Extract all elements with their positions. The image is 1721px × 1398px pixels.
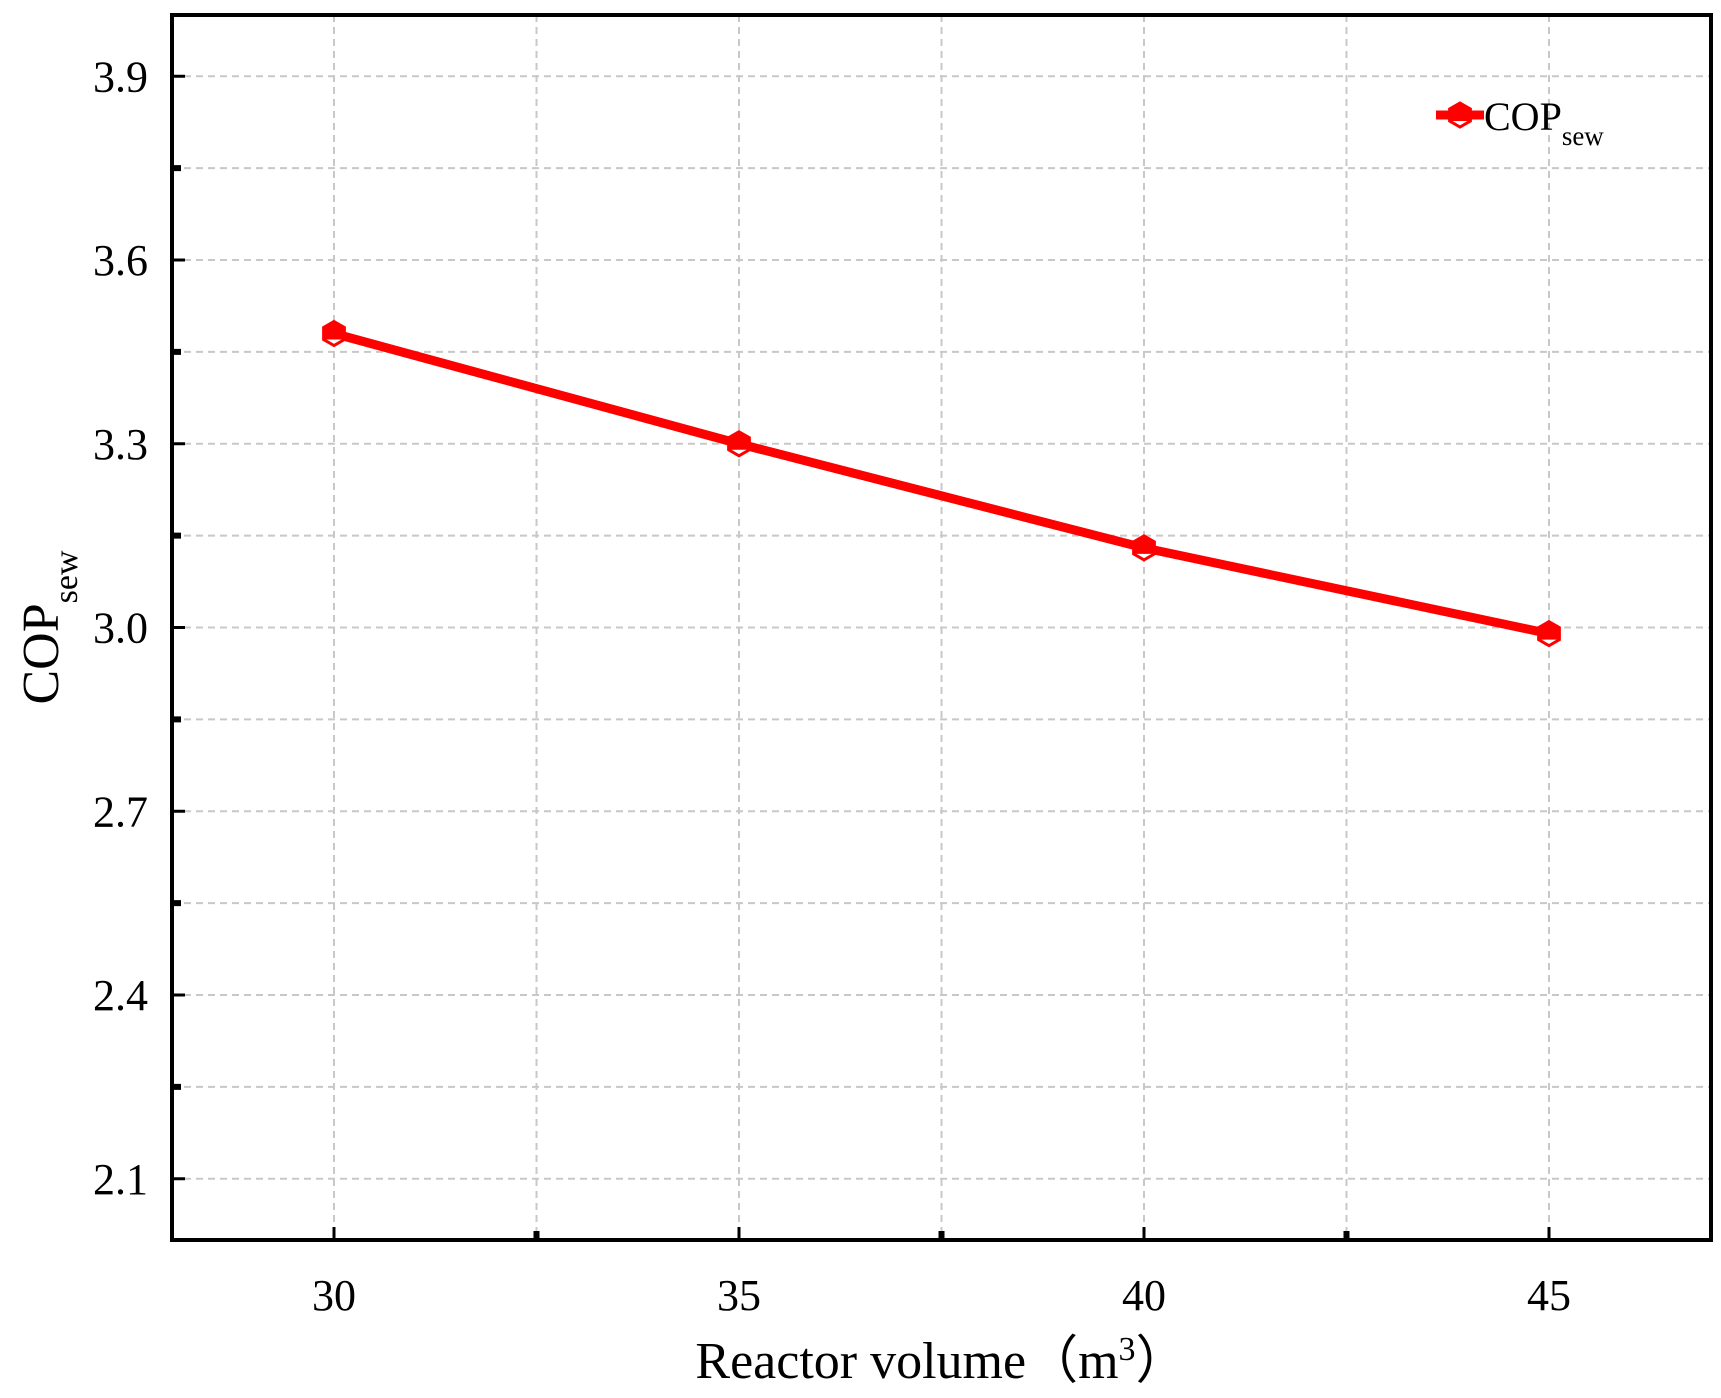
legend-label: COPsew bbox=[1484, 94, 1604, 151]
y-axis-title: COPsew bbox=[13, 550, 85, 704]
data-point-marker-fill bbox=[728, 431, 750, 450]
y-tick-label: 2.7 bbox=[93, 787, 148, 836]
x-tick-label: 30 bbox=[312, 1271, 356, 1320]
series-line bbox=[329, 329, 1554, 639]
y-tick-labels: 2.1 2.4 2.7 3.0 3.3 3.6 3.9 bbox=[93, 52, 148, 1204]
x-axis-title: Reactor volume（m3） bbox=[695, 1331, 1187, 1391]
x-axis-title-superscript: 3 bbox=[1119, 1331, 1136, 1368]
y-tick-label: 3.9 bbox=[93, 52, 148, 101]
legend-marker-outline bbox=[1448, 101, 1472, 129]
legend-label-main: COP bbox=[1484, 94, 1562, 139]
series-markers bbox=[322, 319, 1561, 648]
x-axis-title-main: Reactor volume（m bbox=[695, 1333, 1118, 1390]
x-tick-label: 35 bbox=[717, 1271, 761, 1320]
x-tick-labels: 30 35 40 45 bbox=[312, 1271, 1571, 1320]
legend: COPsew bbox=[1436, 94, 1604, 151]
y-tick-label: 2.1 bbox=[93, 1155, 148, 1204]
series-lines bbox=[329, 329, 1554, 639]
data-point-marker-fill bbox=[1538, 621, 1560, 640]
y-tick-label: 3.3 bbox=[93, 420, 148, 469]
data-point-marker-fill bbox=[1133, 535, 1155, 554]
y-tick-label: 2.4 bbox=[93, 971, 148, 1020]
data-point-marker-fill bbox=[323, 321, 345, 340]
y-tick-label: 3.6 bbox=[93, 236, 148, 285]
legend-label-subscript: sew bbox=[1562, 121, 1604, 151]
y-tick-label: 3.0 bbox=[93, 604, 148, 653]
x-axis-title-close: ） bbox=[1136, 1333, 1188, 1390]
y-axis-title-subscript: sew bbox=[48, 550, 85, 603]
x-tick-label: 45 bbox=[1527, 1271, 1571, 1320]
y-axis-title-main: COP bbox=[13, 603, 70, 704]
axis-ticks bbox=[172, 74, 1551, 1240]
grid bbox=[172, 15, 1711, 1240]
x-tick-label: 40 bbox=[1122, 1271, 1166, 1320]
